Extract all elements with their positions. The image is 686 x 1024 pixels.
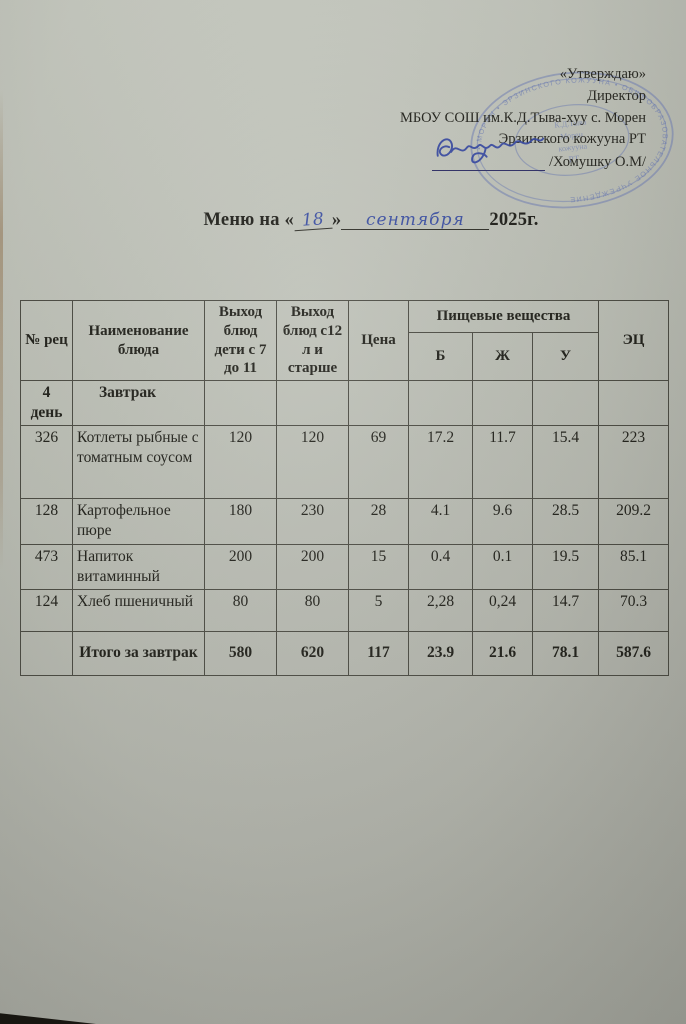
cell-fat-total: 21.6: [472, 630, 533, 676]
cell-carbs: 15.4: [531, 425, 600, 500]
cell-protein: 2,28: [408, 588, 473, 632]
cell-price: 69: [348, 425, 409, 500]
cell-fat: 0,24: [472, 588, 533, 632]
cell-rec-num: [20, 630, 73, 676]
cell-price: [348, 379, 409, 427]
header-price: Цена: [348, 300, 409, 381]
cell-rec-num: 128: [20, 498, 73, 545]
cell-energy: 85.1: [598, 543, 670, 590]
cell-meal-name: Завтрак: [72, 379, 205, 427]
cell-price: 15: [348, 543, 409, 590]
cell-rec-num: 326: [20, 425, 73, 500]
cell-protein: 0.4: [408, 543, 473, 590]
cell-out7: [204, 379, 277, 427]
approval-line-utverzhdayu: «Утверждаю»: [559, 66, 646, 82]
cell-rec-num: 473: [20, 543, 73, 590]
header-output-12plus: Выход блюд с12 л и старше: [276, 300, 349, 381]
table-header-row-1: № рец Наименование блюда Выход блюд дети…: [20, 299, 670, 381]
paper-edge: [0, 90, 3, 570]
header-output-7-11: Выход блюд дети с 7 до 11: [204, 300, 277, 381]
cell-out12: 230: [276, 498, 349, 545]
approval-block: «Утверждаю» Директор МБОУ СОШ им.К.Д.Тыв…: [400, 64, 646, 151]
cell-out12: 200: [276, 543, 349, 590]
table-row-dish-326: 326 Котлеты рыбные с томатным соусом 120…: [20, 425, 670, 500]
handwritten-signature: [432, 137, 546, 171]
cell-fat: 0.1: [472, 543, 533, 590]
cell-day-number: 4 день: [20, 379, 73, 427]
cell-energy: 209.2: [598, 498, 670, 545]
table-row-dish-128: 128 Картофельное пюре 180 230 28 4.1 9.6…: [20, 498, 670, 545]
cell-out12: [276, 379, 349, 427]
cell-carbs: 28.5: [531, 498, 600, 545]
header-nutrients: Пищевые вещества: [407, 299, 600, 334]
table-row-dish-473: 473 Напиток витаминный 200 200 15 0.4 0.…: [20, 543, 670, 590]
cell-out7-total: 580: [204, 630, 277, 676]
cell-out12: 120: [276, 425, 349, 500]
handwritten-day: 18: [293, 209, 333, 232]
cell-out7: 200: [204, 543, 277, 590]
cell-protein: 4.1: [408, 498, 473, 545]
table-header-row-2: Б Ж У: [21, 332, 669, 381]
header-carbs: У: [531, 332, 600, 381]
approval-line-school: МБОУ СОШ им.К.Д.Тыва-хуу с. Морен: [400, 109, 646, 126]
cell-price: 5: [348, 588, 409, 632]
header-rec-num: № рец: [20, 300, 73, 381]
cell-energy: [598, 379, 670, 427]
cell-carbs: [531, 379, 600, 427]
cell-protein: 17.2: [408, 425, 473, 500]
handwritten-month: сентября: [341, 212, 490, 230]
cell-dish-name: Напиток витаминный: [72, 543, 205, 590]
approval-line-district: Эрзинского кожууна РТ: [498, 131, 646, 148]
cell-dish-name: Хлеб пшеничный: [72, 588, 205, 632]
cell-energy: 70.3: [598, 588, 670, 632]
cell-out12: 80: [276, 588, 349, 632]
cell-price: 28: [348, 498, 409, 545]
title-prefix: Меню на «: [203, 210, 294, 230]
table-row-dish-124: 124 Хлеб пшеничный 80 80 5 2,28 0,24 14.…: [20, 588, 670, 632]
cell-out12-total: 620: [276, 630, 349, 676]
cell-energy-total: 587.6: [598, 630, 670, 676]
photo-background-corner: [0, 1013, 96, 1024]
cell-fat: [472, 379, 533, 427]
cell-fat: 11.7: [472, 425, 533, 500]
table-row-day-breakfast: 4 день Завтрак: [20, 379, 670, 427]
cell-dish-name: Картофельное пюре: [72, 498, 205, 545]
cell-protein-total: 23.9: [408, 630, 473, 676]
cell-price-total: 117: [348, 630, 409, 676]
cell-carbs: 14.7: [531, 588, 600, 632]
title-quote-close: »: [331, 210, 342, 230]
cell-dish-name: Котлеты рыбные с томатным соусом: [72, 425, 205, 500]
cell-out7: 80: [204, 588, 277, 632]
header-dish-name: Наименование блюда: [72, 300, 205, 381]
cell-out7: 120: [204, 425, 277, 500]
cell-carbs-total: 78.1: [531, 630, 600, 676]
table-row-breakfast-total: Итого за завтрак 580 620 117 23.9 21.6 7…: [20, 630, 670, 676]
cell-total-label: Итого за завтрак: [72, 630, 205, 676]
cell-protein: [408, 379, 473, 427]
cell-carbs: 19.5: [531, 543, 600, 590]
approval-line-director: Директор: [587, 87, 646, 104]
menu-title: Меню на «18» сентября 2025г.: [0, 209, 686, 232]
header-energy: ЭЦ: [598, 300, 670, 381]
signature-row: /Хомушку О.М/: [432, 130, 646, 171]
header-protein: Б: [408, 332, 473, 381]
signature-name: /Хомушку О.М/: [549, 154, 646, 170]
header-fat: Ж: [472, 332, 533, 381]
title-suffix: 2025г.: [489, 210, 539, 230]
cell-out7: 180: [204, 498, 277, 545]
cell-rec-num: 124: [20, 588, 73, 632]
cell-energy: 223: [598, 425, 670, 500]
menu-table: № рец Наименование блюда Выход блюд дети…: [20, 299, 670, 676]
cell-fat: 9.6: [472, 498, 533, 545]
